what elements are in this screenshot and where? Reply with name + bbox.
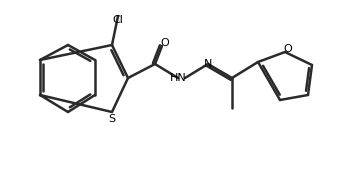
Text: HN: HN: [170, 73, 186, 83]
Text: N: N: [204, 59, 212, 69]
Text: S: S: [108, 114, 116, 124]
Text: Cl: Cl: [113, 15, 123, 25]
Text: O: O: [284, 44, 292, 54]
Text: O: O: [161, 38, 169, 48]
